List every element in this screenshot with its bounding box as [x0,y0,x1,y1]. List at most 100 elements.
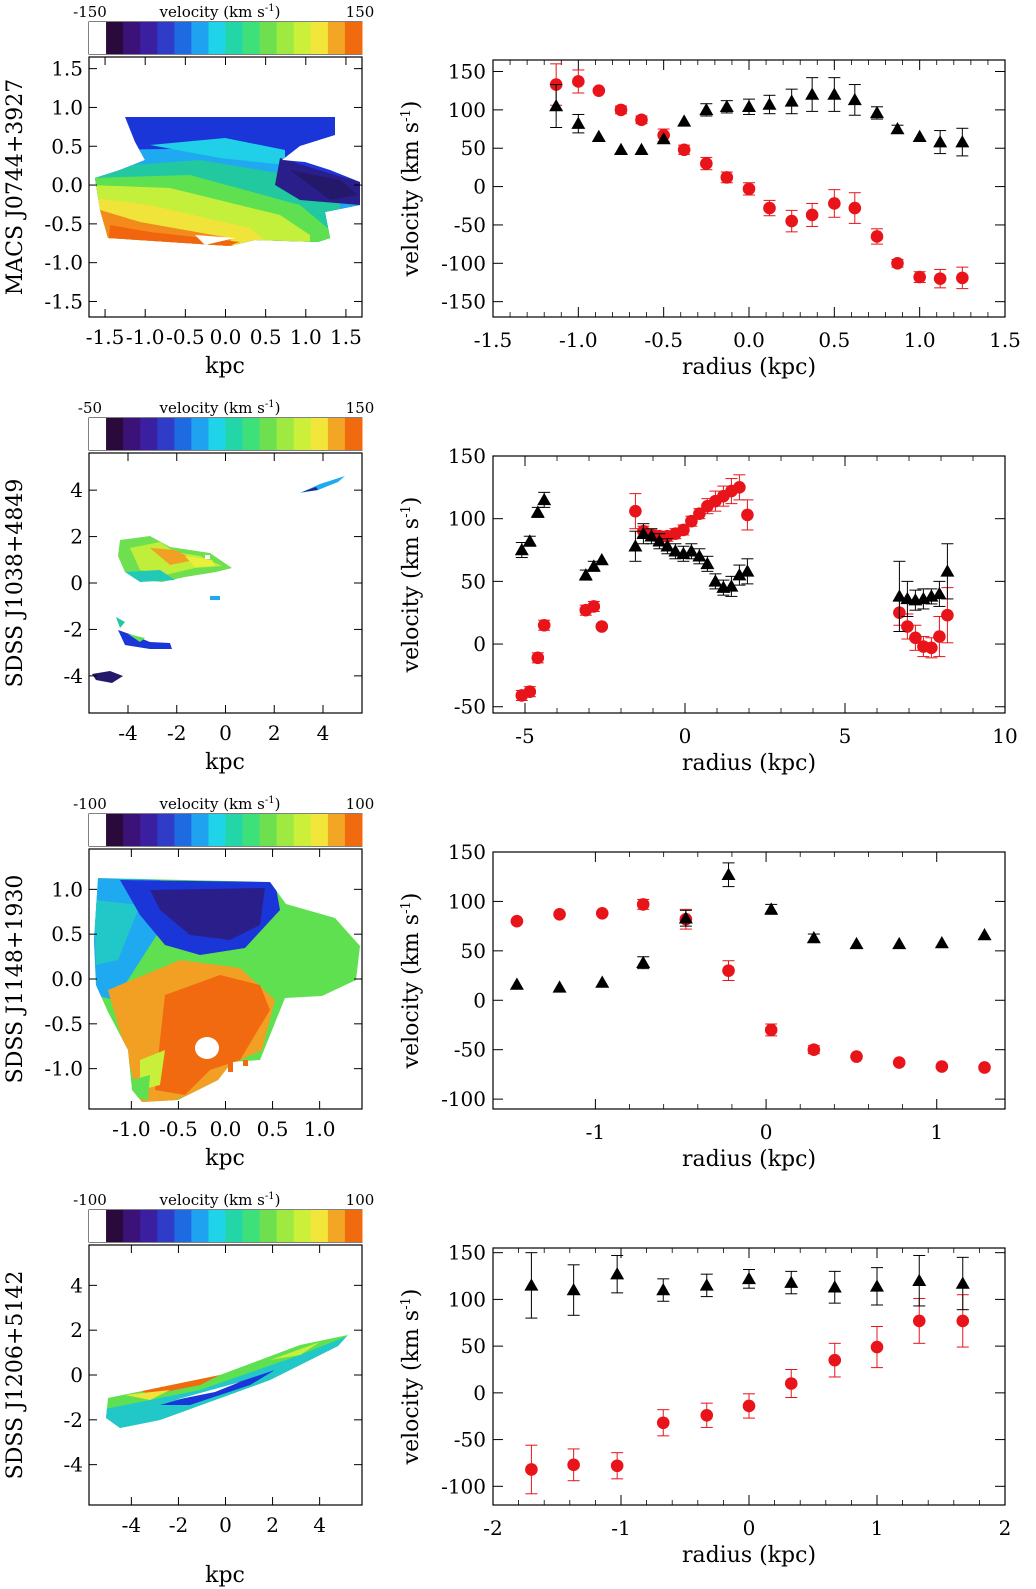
plot-frame [492,455,1006,714]
colorbar-swatch [123,418,141,450]
data-point-triangle [721,867,736,880]
colorbar-max-label: 100 [346,795,375,813]
data-point-triangle [870,1279,884,1292]
colorbar-swatch [327,418,346,450]
data-point-circle [935,1060,949,1073]
map-x-tick-label: 0.0 [210,1117,242,1141]
colorbar-swatch [89,814,107,846]
map-panel-1: -150 velocity (km s-1) 150 -1.5 -1.0 -0.5 0… [3,3,374,379]
data-point-triangle [614,142,628,156]
data-point-circle [870,230,884,243]
data-point-triangle [940,564,955,577]
colorbar-swatch [276,1210,295,1242]
map-y-tick-label: -2 [64,1408,83,1432]
colorbar-swatch [157,1210,175,1242]
map-x-tick-label: 0 [219,1513,232,1537]
map-y-tick-label: 1.5 [51,57,83,81]
data-point-circle [848,201,862,215]
data-point-triangle [668,544,683,557]
colorbar-swatch [140,22,158,54]
x-tick-label: 1 [871,1516,884,1540]
data-point-triangle [636,955,651,968]
x-tick-label: 1 [930,1120,943,1144]
data-point-circle [592,84,606,97]
data-point-triangle [742,1271,756,1285]
data-point-circle [610,1459,624,1473]
map-y-tick-label: -1.5 [44,289,83,313]
map-object-label: MACS J0744+3927 [3,79,28,296]
colorbar-swatch [242,814,261,846]
x-tick-label: -5 [515,724,534,748]
data-point-circle [700,1408,714,1422]
data-point-circle [933,272,947,285]
data-point-circle [685,514,698,528]
data-point-circle [901,620,914,633]
x-tick-label: 10 [992,724,1017,748]
data-point-circle [722,964,735,977]
x-tick-label: 1.5 [989,328,1021,352]
colorbar-swatch [174,814,192,846]
colorbar-swatch [327,1210,346,1242]
data-point-circle [572,75,585,88]
data-point-circle [941,608,954,622]
data-point-triangle [890,122,905,135]
data-point-triangle [591,129,606,142]
data-point-circle [595,620,609,633]
x-tick-label: 0.5 [818,328,850,352]
colorbar-swatch [208,1210,226,1242]
data-point-circle [850,1050,863,1063]
data-point-circle [909,631,922,645]
x-tick-label: -1 [586,1120,605,1144]
data-point-triangle [827,1280,842,1293]
colorbar-swatch [106,814,124,846]
data-point-triangle [805,87,820,100]
colorbar-swatch [327,814,346,846]
colorbar-swatch [259,814,278,846]
y-tick-label: 100 [448,1287,486,1311]
data-point-triangle [764,902,779,915]
map-x-tick-label: -2 [167,721,186,745]
data-point-triangle [549,99,564,112]
colorbar-swatch [276,418,295,450]
data-point-circle [956,1314,970,1328]
map-x-tick-label: 0.5 [257,1117,289,1141]
velocity-map-image [94,878,360,1102]
series-red-circles [549,63,969,290]
data-point-triangle [977,928,992,941]
data-point-triangle [955,135,970,148]
map-y-tick-label: -0.5 [44,1012,83,1036]
y-tick-label: 150 [448,444,486,468]
data-point-triangle [708,574,723,587]
data-point-triangle [740,564,755,577]
y-tick-label: 150 [448,840,486,864]
colorbar-min-label: -50 [78,399,102,417]
map-y-tick-label: 1.0 [51,95,83,119]
y-tick-label: 0 [473,1381,486,1405]
colorbar-min-label: -100 [73,795,107,813]
data-point-circle [807,1043,821,1056]
data-point-circle [891,256,904,270]
map-x-tick-label: 0.0 [210,325,242,349]
data-point-circle [733,481,746,494]
colorbar-max-label: 100 [346,1191,375,1209]
data-point-circle [635,113,648,127]
data-point-triangle [847,92,862,106]
data-point-triangle [724,579,739,592]
colorbar-swatch [191,418,209,450]
map-x-tick-label: 4 [317,721,330,745]
colorbar-swatch [191,22,209,54]
data-point-circle [742,182,756,196]
map-x-tick-label: -1.0 [126,325,165,349]
data-point-triangle [912,1273,927,1286]
colorbar-swatch [344,1210,363,1242]
colorbar-swatch [106,1210,124,1242]
x-tick-label: -1 [611,1516,630,1540]
data-point-circle [510,914,524,928]
map-x-tick-label: -2 [169,1513,188,1537]
map-y-tick-label: 0.0 [51,173,83,197]
data-point-circle [629,504,642,518]
map-panel-3: -100 velocity (km s-1) 100 -1.0 -0.5 0.0 0.… [3,795,374,1171]
colorbar-swatch [89,22,107,54]
